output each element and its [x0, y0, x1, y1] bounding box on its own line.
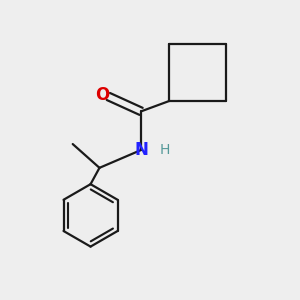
Text: O: O [95, 86, 109, 104]
Text: N: N [134, 141, 148, 159]
Text: H: H [160, 143, 170, 157]
